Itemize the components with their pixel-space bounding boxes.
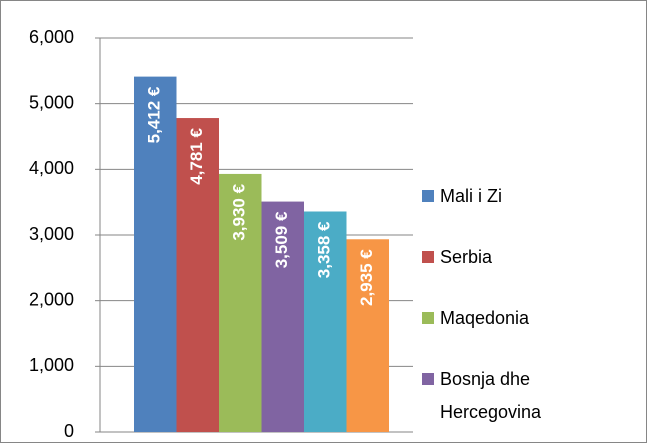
legend-label: Bosnja dhe Hercegovina (440, 369, 542, 422)
legend-swatch (422, 373, 434, 385)
value-label: 3,930 € (230, 183, 249, 240)
legend-entry: Bosnja dhe Hercegovina (440, 369, 542, 422)
y-tick-label: 1,000 (29, 355, 74, 375)
legend-swatch (422, 312, 434, 324)
y-tick-label: 5,000 (29, 92, 74, 112)
legend-label: Serbia (440, 247, 493, 267)
y-tick-label: 2,000 (29, 289, 74, 309)
legend-entry: Serbia (440, 247, 493, 267)
bar (346, 239, 389, 432)
value-label: 5,412 € (145, 86, 164, 143)
legend-label: Maqedonia (440, 308, 530, 328)
legend-label: Mali i Zi (440, 186, 502, 206)
legend-swatch (422, 190, 434, 202)
legend-entry: Mali i Zi (440, 186, 502, 206)
value-label: 4,781 € (187, 128, 206, 185)
bar (261, 201, 304, 432)
bar (134, 76, 177, 432)
bar (304, 211, 347, 432)
y-tick-label: 3,000 (29, 224, 74, 244)
y-tick-label: 0 (64, 421, 74, 441)
legend-swatch (422, 251, 434, 263)
value-label: 2,935 € (357, 249, 376, 306)
y-tick-label: 6,000 (29, 27, 74, 47)
legend-entry: Maqedonia (440, 308, 530, 328)
value-label: 3,358 € (315, 221, 334, 278)
bar (219, 173, 262, 432)
value-label: 3,509 € (272, 211, 291, 268)
y-tick-label: 4,000 (29, 158, 74, 178)
bar (176, 118, 219, 432)
